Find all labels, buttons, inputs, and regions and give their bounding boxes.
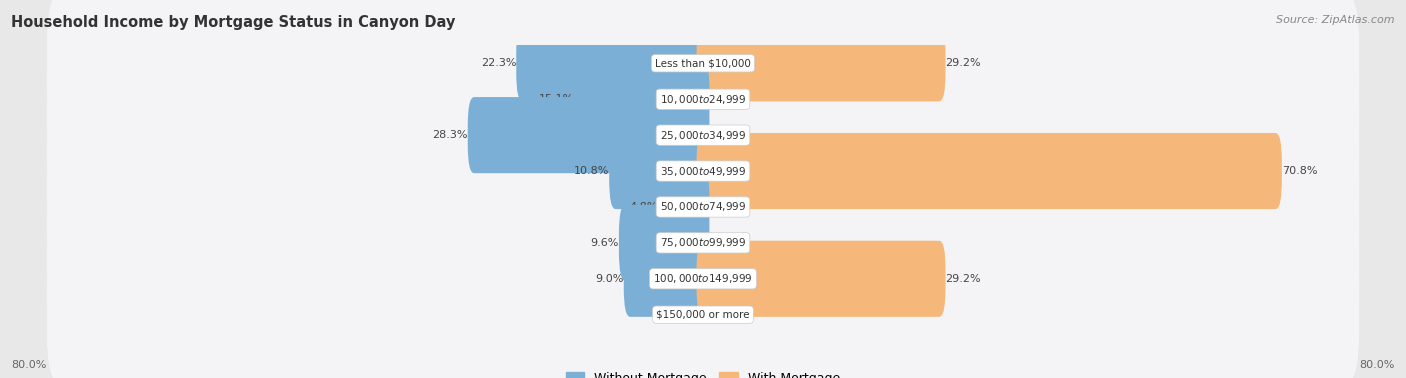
FancyBboxPatch shape: [46, 33, 1360, 168]
FancyBboxPatch shape: [46, 140, 1360, 276]
FancyBboxPatch shape: [624, 241, 710, 317]
Text: 0.0%: 0.0%: [662, 310, 690, 320]
Text: 0.0%: 0.0%: [716, 202, 744, 212]
FancyBboxPatch shape: [516, 25, 710, 101]
FancyBboxPatch shape: [46, 212, 1360, 348]
Text: $75,000 to $99,999: $75,000 to $99,999: [659, 236, 747, 249]
Text: 0.0%: 0.0%: [716, 130, 744, 140]
Text: 80.0%: 80.0%: [1360, 361, 1395, 370]
FancyBboxPatch shape: [609, 133, 710, 209]
Text: $150,000 or more: $150,000 or more: [657, 310, 749, 320]
Text: $25,000 to $34,999: $25,000 to $34,999: [659, 129, 747, 142]
Text: 80.0%: 80.0%: [11, 361, 46, 370]
Text: 29.2%: 29.2%: [945, 274, 981, 284]
FancyBboxPatch shape: [46, 176, 1360, 312]
FancyBboxPatch shape: [46, 104, 1360, 240]
FancyBboxPatch shape: [696, 25, 945, 101]
Text: 29.2%: 29.2%: [945, 58, 981, 68]
Text: 28.3%: 28.3%: [432, 130, 468, 140]
FancyBboxPatch shape: [658, 169, 710, 245]
Text: 0.0%: 0.0%: [716, 94, 744, 104]
Text: 0.0%: 0.0%: [716, 310, 744, 320]
FancyBboxPatch shape: [46, 139, 1360, 275]
Text: $10,000 to $24,999: $10,000 to $24,999: [659, 93, 747, 106]
Text: 22.3%: 22.3%: [481, 58, 516, 68]
Text: 0.0%: 0.0%: [716, 238, 744, 248]
Text: 9.0%: 9.0%: [595, 274, 624, 284]
FancyBboxPatch shape: [46, 175, 1360, 311]
Text: $35,000 to $49,999: $35,000 to $49,999: [659, 164, 747, 178]
Text: 70.8%: 70.8%: [1282, 166, 1317, 176]
FancyBboxPatch shape: [468, 97, 710, 173]
FancyBboxPatch shape: [46, 67, 1360, 203]
FancyBboxPatch shape: [619, 205, 710, 281]
FancyBboxPatch shape: [46, 0, 1360, 132]
Text: 15.1%: 15.1%: [540, 94, 575, 104]
FancyBboxPatch shape: [696, 133, 1282, 209]
Text: 9.6%: 9.6%: [591, 238, 619, 248]
FancyBboxPatch shape: [46, 211, 1360, 347]
FancyBboxPatch shape: [46, 68, 1360, 204]
Text: Less than $10,000: Less than $10,000: [655, 58, 751, 68]
Text: $50,000 to $74,999: $50,000 to $74,999: [659, 200, 747, 214]
Text: Household Income by Mortgage Status in Canyon Day: Household Income by Mortgage Status in C…: [11, 15, 456, 30]
Legend: Without Mortgage, With Mortgage: Without Mortgage, With Mortgage: [561, 367, 845, 378]
FancyBboxPatch shape: [696, 241, 945, 317]
Text: Source: ZipAtlas.com: Source: ZipAtlas.com: [1277, 15, 1395, 25]
Text: 4.8%: 4.8%: [630, 202, 658, 212]
FancyBboxPatch shape: [575, 61, 710, 137]
FancyBboxPatch shape: [46, 31, 1360, 167]
FancyBboxPatch shape: [46, 247, 1360, 378]
FancyBboxPatch shape: [46, 0, 1360, 131]
Text: 10.8%: 10.8%: [574, 166, 609, 176]
FancyBboxPatch shape: [46, 248, 1360, 378]
FancyBboxPatch shape: [46, 103, 1360, 239]
Text: $100,000 to $149,999: $100,000 to $149,999: [654, 272, 752, 285]
